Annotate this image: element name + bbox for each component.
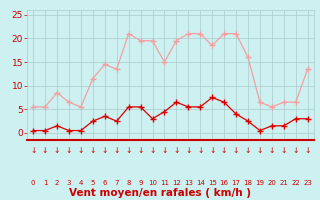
Text: 20: 20 bbox=[268, 180, 276, 186]
Text: 17: 17 bbox=[232, 180, 241, 186]
Text: 2: 2 bbox=[55, 180, 59, 186]
Text: Vent moyen/en rafales ( km/h ): Vent moyen/en rafales ( km/h ) bbox=[69, 188, 251, 198]
Text: ↓: ↓ bbox=[90, 146, 96, 155]
Text: 15: 15 bbox=[208, 180, 217, 186]
Text: ↓: ↓ bbox=[257, 146, 263, 155]
Text: 21: 21 bbox=[279, 180, 288, 186]
Text: 16: 16 bbox=[220, 180, 228, 186]
Text: 23: 23 bbox=[303, 180, 312, 186]
Text: ↓: ↓ bbox=[269, 146, 275, 155]
Text: ↓: ↓ bbox=[161, 146, 168, 155]
Text: ↓: ↓ bbox=[42, 146, 48, 155]
Text: ↓: ↓ bbox=[66, 146, 72, 155]
Text: ↓: ↓ bbox=[304, 146, 311, 155]
Text: ↓: ↓ bbox=[173, 146, 180, 155]
Text: 14: 14 bbox=[196, 180, 205, 186]
Text: 6: 6 bbox=[102, 180, 107, 186]
Text: 11: 11 bbox=[160, 180, 169, 186]
Text: 19: 19 bbox=[255, 180, 264, 186]
Text: ↓: ↓ bbox=[209, 146, 215, 155]
Text: ↓: ↓ bbox=[233, 146, 239, 155]
Text: 22: 22 bbox=[291, 180, 300, 186]
Text: 9: 9 bbox=[138, 180, 143, 186]
Text: ↓: ↓ bbox=[281, 146, 287, 155]
Text: 12: 12 bbox=[172, 180, 181, 186]
Text: 0: 0 bbox=[31, 180, 36, 186]
Text: 8: 8 bbox=[126, 180, 131, 186]
Text: ↓: ↓ bbox=[30, 146, 36, 155]
Text: ↓: ↓ bbox=[221, 146, 227, 155]
Text: ↓: ↓ bbox=[101, 146, 108, 155]
Text: ↓: ↓ bbox=[125, 146, 132, 155]
Text: ↓: ↓ bbox=[54, 146, 60, 155]
Text: ↓: ↓ bbox=[149, 146, 156, 155]
Text: ↓: ↓ bbox=[292, 146, 299, 155]
Text: ↓: ↓ bbox=[114, 146, 120, 155]
Text: ↓: ↓ bbox=[137, 146, 144, 155]
Text: ↓: ↓ bbox=[245, 146, 251, 155]
Text: 7: 7 bbox=[115, 180, 119, 186]
Text: 5: 5 bbox=[91, 180, 95, 186]
Text: 10: 10 bbox=[148, 180, 157, 186]
Text: 3: 3 bbox=[67, 180, 71, 186]
Text: 1: 1 bbox=[43, 180, 47, 186]
Text: ↓: ↓ bbox=[197, 146, 204, 155]
Text: 4: 4 bbox=[79, 180, 83, 186]
Text: ↓: ↓ bbox=[78, 146, 84, 155]
Text: ↓: ↓ bbox=[185, 146, 191, 155]
Text: 18: 18 bbox=[244, 180, 252, 186]
Text: 13: 13 bbox=[184, 180, 193, 186]
